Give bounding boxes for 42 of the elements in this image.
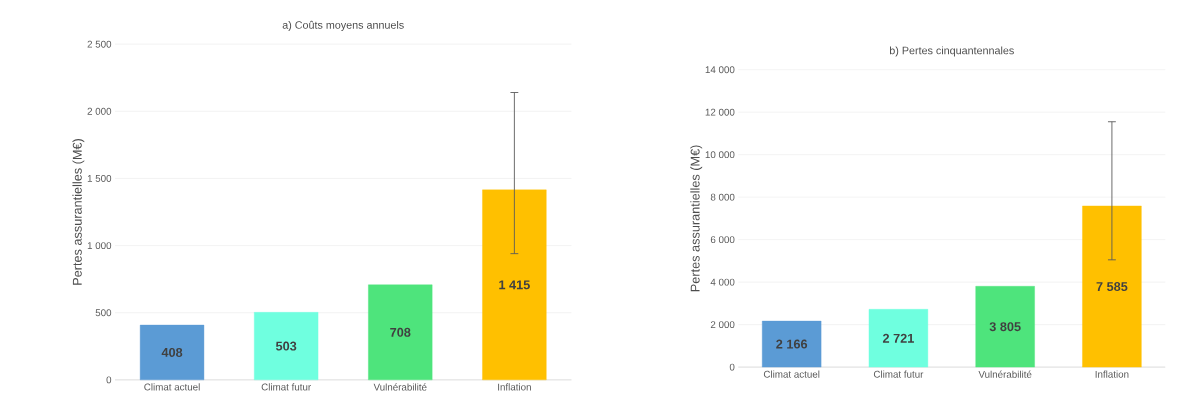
x-tick-label: Vulnérabilité (373, 383, 427, 391)
y-tick-label: 2 000 (87, 107, 112, 115)
chart-title: a) Coûts moyens annuels (282, 20, 404, 31)
bar (762, 320, 822, 368)
bar (482, 189, 547, 380)
y-tick-label: 6 000 (710, 236, 735, 243)
x-tick-label: Climat actuel (144, 383, 200, 391)
bar (139, 324, 205, 380)
y-tick-label: 2 000 (710, 321, 735, 328)
bar (254, 311, 319, 380)
y-tick-label: 500 (95, 309, 112, 317)
x-tick-label: Climat futur (261, 383, 311, 391)
y-tick-label: 2 500 (87, 40, 112, 48)
bar (1082, 205, 1142, 368)
data-label: 3 805 (989, 322, 1021, 332)
data-label: 2 721 (882, 333, 914, 343)
y-tick-label: 12 000 (705, 108, 735, 116)
x-tick-label: Inflation (1095, 370, 1129, 378)
data-label: 1 415 (499, 280, 530, 290)
y-tick-label: 4 000 (710, 278, 735, 286)
bar (868, 308, 929, 368)
x-tick-label: Vulnérabilité (978, 370, 1032, 378)
data-label: 2 166 (776, 339, 808, 349)
data-label: 503 (275, 341, 297, 351)
data-label: 708 (390, 327, 411, 337)
y-tick-label: 0 (729, 363, 735, 371)
y-axis-title: Pertes assurantielles (M€) (72, 138, 85, 285)
y-tick-label: 14 000 (705, 66, 735, 73)
y-tick-label: 0 (106, 376, 112, 384)
y-tick-label: 1 000 (87, 241, 112, 249)
x-tick-label: Climat actuel (763, 370, 820, 378)
data-label: 7 585 (1096, 281, 1128, 291)
chart-title: b) Pertes cinquantennales (889, 46, 1014, 57)
data-label: 408 (161, 347, 183, 357)
y-axis-title: Pertes assurantielles (M€) (690, 145, 703, 292)
y-tick-label: 10 000 (705, 151, 735, 158)
bar (368, 284, 433, 380)
x-tick-label: Inflation (498, 383, 531, 391)
bar (975, 285, 1035, 368)
y-tick-label: 8 000 (710, 193, 735, 201)
x-tick-label: Climat futur (873, 370, 924, 378)
y-tick-label: 1 500 (87, 174, 112, 182)
